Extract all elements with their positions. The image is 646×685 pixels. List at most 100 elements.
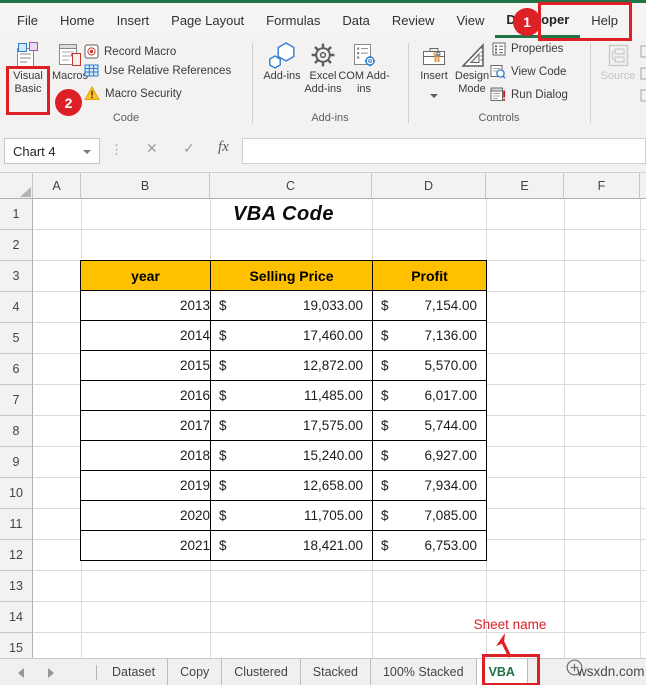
cancel-entry-icon[interactable]: ✕: [146, 140, 158, 156]
column-header-b[interactable]: B: [81, 173, 210, 199]
header-cell-profit[interactable]: Profit: [372, 260, 487, 291]
select-all-corner[interactable]: [0, 173, 33, 199]
record-macro-button[interactable]: Record Macro: [84, 44, 176, 59]
visual-basic-label: Visual Basic: [13, 70, 43, 95]
row-header-5[interactable]: 5: [0, 323, 33, 354]
year-cell[interactable]: 2020: [80, 500, 211, 531]
confirm-entry-icon[interactable]: ✓: [183, 140, 195, 156]
tab-page-layout[interactable]: Page Layout: [171, 13, 245, 28]
row-header-13[interactable]: 13: [0, 571, 33, 602]
design-mode-button[interactable]: Design Mode: [450, 40, 494, 96]
macros-icon: [50, 40, 90, 70]
year-cell[interactable]: 2014: [80, 320, 211, 351]
name-box[interactable]: Chart 4: [4, 138, 100, 164]
sheet-tab-clustered[interactable]: Clustered: [222, 659, 301, 685]
profit-cell[interactable]: $6,927.00: [372, 440, 487, 471]
selling-price-cell[interactable]: $15,240.00: [210, 440, 373, 471]
profit-cell[interactable]: $5,744.00: [372, 410, 487, 441]
tab-review[interactable]: Review: [391, 13, 435, 28]
visual-basic-button[interactable]: Visual Basic: [6, 40, 50, 96]
selling-price-cell[interactable]: $12,872.00: [210, 350, 373, 381]
row-header-8[interactable]: 8: [0, 416, 33, 447]
sheet-tab-vba[interactable]: VBA: [476, 659, 528, 685]
row-header-14[interactable]: 14: [0, 602, 33, 633]
column-header-a[interactable]: A: [33, 173, 81, 199]
properties-button[interactable]: Properties: [492, 42, 563, 56]
year-cell[interactable]: 2019: [80, 470, 211, 501]
year-cell[interactable]: 2016: [80, 380, 211, 411]
selling-price-cell[interactable]: $18,421.00: [210, 530, 373, 561]
year-cell[interactable]: 2021: [80, 530, 211, 561]
row-header-3[interactable]: 3: [0, 261, 33, 292]
profit-cell[interactable]: $6,753.00: [372, 530, 487, 561]
source-button[interactable]: Source: [596, 40, 640, 83]
tab-insert[interactable]: Insert: [116, 13, 150, 28]
sheet-nav-left-icon[interactable]: [18, 668, 24, 678]
column-header-c[interactable]: C: [210, 173, 372, 199]
profit-cell[interactable]: $5,570.00: [372, 350, 487, 381]
selling-price-cell[interactable]: $12,658.00: [210, 470, 373, 501]
year-cell[interactable]: 2017: [80, 410, 211, 441]
add-ins-icon: [262, 40, 302, 70]
selling-price-cell[interactable]: $11,705.00: [210, 500, 373, 531]
profit-cell[interactable]: $7,136.00: [372, 320, 487, 351]
insert-function-icon[interactable]: fx: [218, 139, 229, 156]
sheet-tab-stacked[interactable]: Stacked: [301, 659, 371, 685]
sheet-tab-copy[interactable]: Copy: [168, 659, 223, 685]
column-header-f[interactable]: F: [564, 173, 640, 199]
insert-dropdown-chevron-icon[interactable]: [430, 94, 438, 98]
year-cell[interactable]: 2015: [80, 350, 211, 381]
formula-input[interactable]: [242, 138, 646, 164]
macro-security-button[interactable]: Macro Security: [84, 86, 182, 101]
table-header-row: year Selling Price Profit: [80, 260, 487, 291]
header-cell-year[interactable]: year: [80, 260, 211, 291]
row-header-6[interactable]: 6: [0, 354, 33, 385]
header-cell-selling-price[interactable]: Selling Price: [210, 260, 373, 291]
selling-price-cell[interactable]: $19,033.00: [210, 290, 373, 321]
excel-add-ins-button[interactable]: Excel Add-ins: [300, 40, 346, 96]
com-add-ins-button[interactable]: COM Add-ins: [338, 40, 390, 96]
row-header-1[interactable]: 1: [0, 199, 33, 230]
name-box-dropdown-icon[interactable]: [83, 150, 91, 154]
sheet-tab-dataset[interactable]: Dataset: [100, 659, 169, 685]
row-header-9[interactable]: 9: [0, 447, 33, 478]
gridline-vertical: [564, 199, 565, 659]
use-relative-references-label: Use Relative References: [104, 64, 232, 77]
selling-price-cell[interactable]: $17,575.00: [210, 410, 373, 441]
row-header-4[interactable]: 4: [0, 292, 33, 323]
formula-bar-grip-icon[interactable]: ⋮: [110, 142, 123, 157]
tab-file[interactable]: File: [17, 13, 38, 28]
view-code-button[interactable]: View Code: [490, 64, 566, 79]
row-header-11[interactable]: 11: [0, 509, 33, 540]
row-header-12[interactable]: 12: [0, 540, 33, 571]
sheet-tab-100-stacked[interactable]: 100% Stacked: [371, 659, 477, 685]
column-header-d[interactable]: D: [372, 173, 486, 199]
worksheet-title-cell[interactable]: VBA Code: [232, 203, 335, 225]
profit-cell[interactable]: $7,934.00: [372, 470, 487, 501]
new-sheet-button[interactable]: [566, 659, 583, 676]
year-cell[interactable]: 2018: [80, 440, 211, 471]
sheet-nav-right-icon[interactable]: [48, 668, 54, 678]
insert-control-button[interactable]: Insert: [416, 40, 452, 103]
row-header-15[interactable]: 15: [0, 633, 33, 659]
tab-view[interactable]: View: [456, 13, 485, 28]
selling-price-cell[interactable]: $11,485.00: [210, 380, 373, 411]
run-dialog-button[interactable]: Run Dialog: [490, 87, 568, 102]
use-relative-references-button[interactable]: Use Relative References: [84, 63, 231, 78]
profit-cell[interactable]: $6,017.00: [372, 380, 487, 411]
row-header-10[interactable]: 10: [0, 478, 33, 509]
profit-cell[interactable]: $7,154.00: [372, 290, 487, 321]
selling-price-cell[interactable]: $17,460.00: [210, 320, 373, 351]
tab-data[interactable]: Data: [342, 13, 370, 28]
row-header-7[interactable]: 7: [0, 385, 33, 416]
row-header-2[interactable]: 2: [0, 230, 33, 261]
column-header-e[interactable]: E: [486, 173, 564, 199]
profit-cell[interactable]: $7,085.00: [372, 500, 487, 531]
tab-help[interactable]: Help: [591, 13, 619, 28]
tab-home[interactable]: Home: [59, 13, 95, 28]
add-ins-button[interactable]: Add-ins: [262, 40, 302, 83]
macros-button[interactable]: Macros: [50, 40, 90, 83]
year-cell[interactable]: 2013: [80, 290, 211, 321]
tab-formulas[interactable]: Formulas: [266, 13, 321, 28]
